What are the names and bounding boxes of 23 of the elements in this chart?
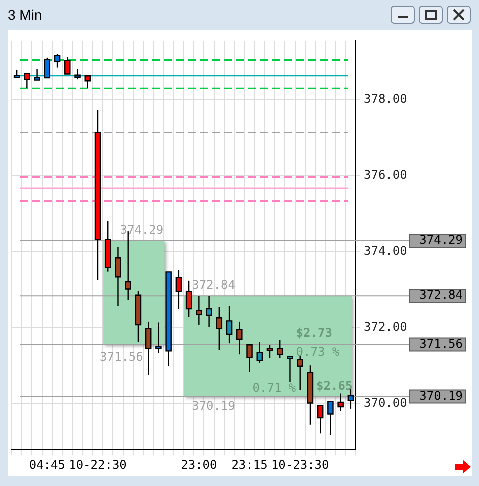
ref-line-label: 374.29: [420, 233, 463, 248]
y-tick-label: 370.00: [364, 396, 408, 410]
annotation: 0.73 %: [296, 344, 340, 359]
x-tick-label: 10-23:30: [271, 458, 330, 472]
ref-line-label: 372.84: [420, 288, 463, 302]
annotation: $2.73: [296, 326, 332, 340]
y-tick-label: 374.00: [364, 244, 408, 258]
x-tick-label: 23:00: [181, 458, 218, 472]
x-tick-label: 04:45: [29, 458, 66, 472]
chart-title: 3 Min: [8, 6, 42, 25]
annotation: 374.29: [120, 223, 164, 238]
annotation: 372.84: [192, 278, 236, 292]
annotation: 0.71 %: [252, 380, 297, 395]
y-tick-label: 372.00: [364, 320, 408, 334]
ref-line-label: 371.56: [420, 336, 463, 351]
annotation: $2.65: [316, 379, 353, 394]
ref-line-label: 370.19: [420, 388, 463, 403]
annotation: 370.19: [192, 398, 236, 413]
annotation: 371.56: [100, 350, 144, 364]
y-tick-label: 376.00: [364, 168, 408, 182]
x-tick-label: 23:15: [232, 458, 268, 472]
y-tick-label: 378.00: [364, 92, 408, 106]
x-tick-label: 10-22:30: [69, 458, 127, 472]
